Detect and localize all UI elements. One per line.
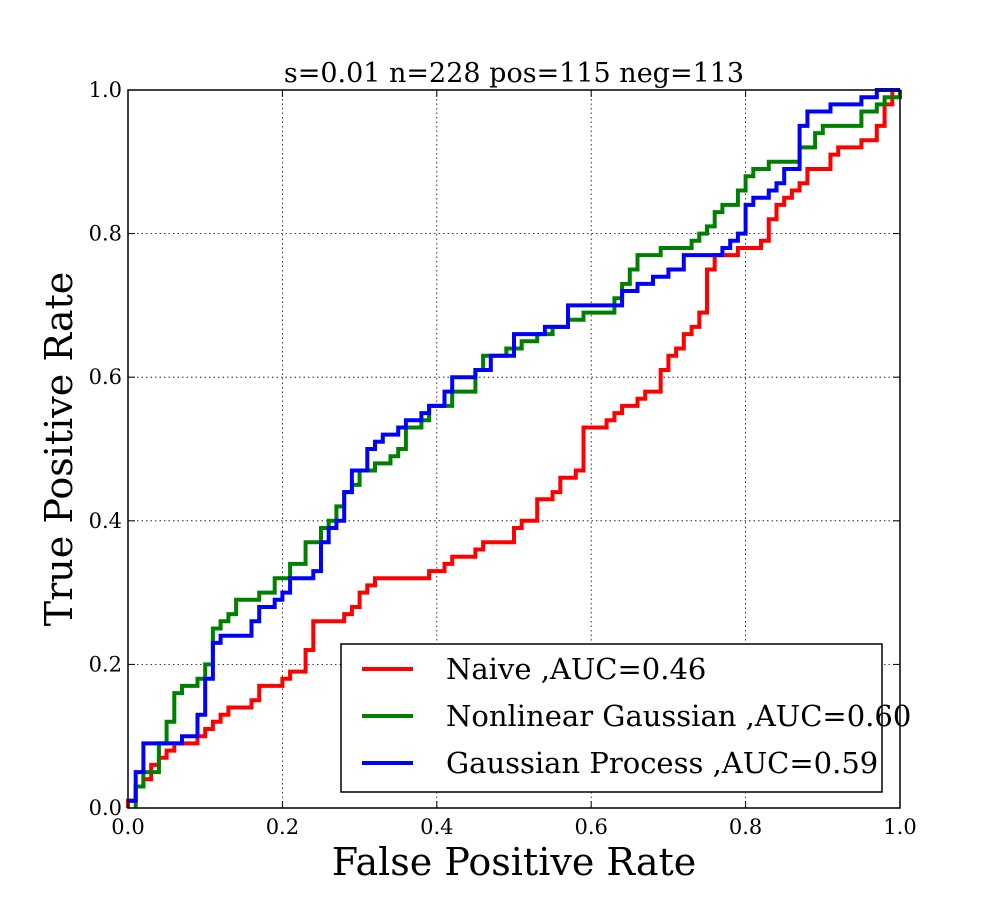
x-tick-label: 0.4 <box>420 815 453 839</box>
y-tick-label: 0.0 <box>89 796 122 820</box>
legend: Naive ,AUC=0.46 Nonlinear Gaussian ,AUC=0… <box>340 643 911 793</box>
y-tick-label: 0.6 <box>89 365 122 389</box>
plot-frame <box>127 89 901 809</box>
y-tick-label: 0.4 <box>89 509 122 533</box>
x-tick-label: 0.6 <box>574 815 607 839</box>
x-tick-label: 0.0 <box>111 815 144 839</box>
x-tick-label: 0.2 <box>266 815 299 839</box>
series-lines <box>126 88 902 808</box>
legend-label-3: Gaussian Process ,AUC=0.59 <box>446 746 878 780</box>
x-axis-title: False Positive Rate <box>332 840 697 884</box>
y-axis-title: True Positive Rate <box>37 272 81 626</box>
legend-label-1: Naive ,AUC=0.46 <box>446 652 706 686</box>
series-line-1 <box>126 88 900 808</box>
x-tick-label: 1.0 <box>883 815 916 839</box>
series-line-2 <box>133 90 902 808</box>
chart-title: s=0.01 n=228 pos=115 neg=113 <box>284 58 744 89</box>
axis-ticks: 0.0 0.2 0.4 0.6 0.8 1.0 0.0 0.2 0.4 0.6 0.8 1.0 <box>89 78 917 839</box>
y-tick-label: 0.8 <box>89 222 122 246</box>
series-line-3 <box>128 88 900 803</box>
y-tick-label: 1.0 <box>89 78 122 102</box>
legend-box <box>340 643 883 793</box>
y-tick-label: 0.2 <box>89 652 122 676</box>
legend-label-2: Nonlinear Gaussian ,AUC=0.60 <box>446 699 911 733</box>
x-tick-label: 0.8 <box>729 815 762 839</box>
